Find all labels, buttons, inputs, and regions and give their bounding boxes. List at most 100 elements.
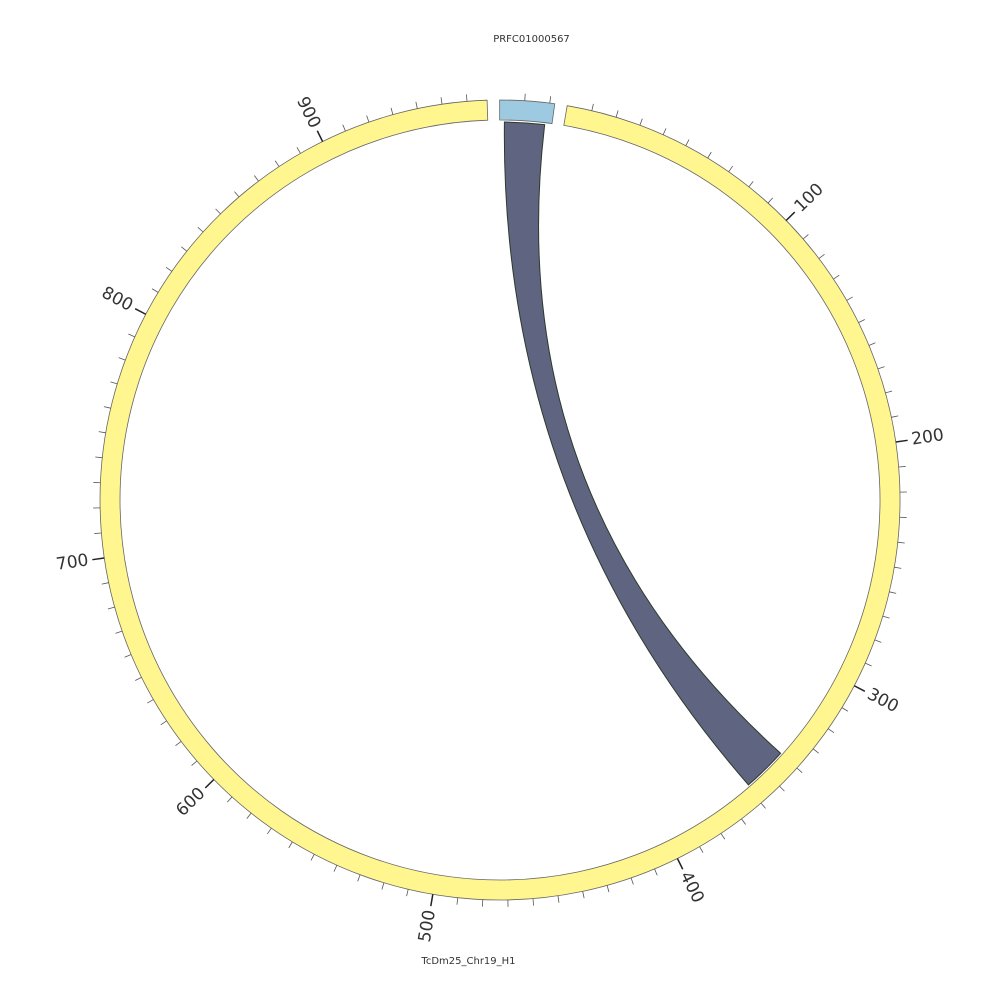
minor-tick xyxy=(894,567,901,568)
minor-tick xyxy=(708,152,712,158)
tick-label: 600 xyxy=(172,784,209,821)
minor-tick xyxy=(869,343,875,346)
minor-tick xyxy=(181,247,186,251)
minor-tick xyxy=(655,869,658,875)
minor-tick xyxy=(152,289,158,293)
minor-tick xyxy=(883,616,890,618)
minor-tick xyxy=(267,828,271,834)
minor-tick xyxy=(227,797,232,802)
minor-tick xyxy=(885,391,892,393)
tick-label: 200 xyxy=(910,425,945,449)
tick-label: 500 xyxy=(415,908,440,943)
minor-tick xyxy=(95,457,102,458)
minor-tick xyxy=(125,655,131,658)
tick-label: 100 xyxy=(791,179,828,216)
minor-tick xyxy=(161,721,167,725)
minor-tick xyxy=(102,583,109,584)
minor-tick xyxy=(558,896,559,903)
minor-tick xyxy=(592,104,594,111)
minor-tick xyxy=(176,741,182,745)
minor-tick xyxy=(416,102,417,109)
link-ribbon xyxy=(504,122,780,785)
minor-tick xyxy=(111,382,118,384)
minor-tick xyxy=(382,883,384,890)
minor-tick xyxy=(533,899,534,906)
tick-label: 900 xyxy=(292,94,324,132)
segment-label: TcDm25_Chr19_H1 xyxy=(420,956,515,967)
major-tick xyxy=(677,859,682,870)
minor-tick xyxy=(616,111,618,118)
major-tick xyxy=(317,131,322,142)
minor-tick xyxy=(247,813,251,818)
minor-tick xyxy=(761,803,766,808)
minor-tick xyxy=(819,254,825,258)
minor-tick xyxy=(466,94,467,101)
minor-tick xyxy=(889,592,896,594)
minor-tick xyxy=(289,842,293,848)
minor-tick xyxy=(768,198,773,203)
minor-tick xyxy=(828,729,834,733)
minor-tick xyxy=(640,119,642,126)
minor-tick xyxy=(721,833,725,839)
minor-tick xyxy=(367,115,369,122)
minor-tick xyxy=(741,819,745,825)
major-tick xyxy=(854,686,865,692)
major-tick xyxy=(786,212,795,220)
minor-tick xyxy=(234,192,239,197)
minor-tick xyxy=(686,140,689,146)
minor-tick xyxy=(358,875,360,882)
minor-tick xyxy=(842,708,848,712)
major-tick xyxy=(431,894,433,906)
minor-tick xyxy=(334,865,337,871)
minor-tick xyxy=(391,108,393,115)
segment-arc xyxy=(500,100,555,124)
minor-tick xyxy=(631,878,633,885)
minor-tick xyxy=(875,640,882,642)
major-tick xyxy=(92,558,104,560)
major-tick xyxy=(205,780,214,788)
minor-tick xyxy=(115,631,122,633)
minor-tick xyxy=(275,161,279,167)
minor-tick xyxy=(343,125,346,131)
minor-tick xyxy=(813,749,818,753)
minor-tick xyxy=(135,677,141,680)
segment-arc xyxy=(100,100,900,900)
minor-tick xyxy=(729,166,733,172)
minor-tick xyxy=(147,700,153,703)
minor-tick xyxy=(407,889,409,896)
minor-tick xyxy=(457,898,458,905)
minor-tick xyxy=(878,367,885,369)
minor-tick xyxy=(749,181,753,186)
segment-label: PRFC01000567 xyxy=(493,34,570,45)
minor-tick xyxy=(441,97,442,104)
tick-label: 800 xyxy=(98,283,136,316)
minor-tick xyxy=(216,209,221,214)
minor-tick xyxy=(198,227,203,232)
minor-tick xyxy=(94,533,101,534)
minor-tick xyxy=(663,128,666,134)
minor-tick xyxy=(192,761,197,766)
minor-tick xyxy=(780,786,785,791)
minor-tick xyxy=(311,854,314,860)
minor-tick xyxy=(847,297,853,300)
minor-tick xyxy=(583,891,584,898)
minor-tick xyxy=(797,768,802,773)
minor-tick xyxy=(119,358,126,360)
minor-tick xyxy=(859,319,865,322)
minor-tick xyxy=(803,234,808,239)
minor-tick xyxy=(104,407,111,409)
major-tick xyxy=(135,309,146,315)
minor-tick xyxy=(891,416,898,417)
minor-tick xyxy=(254,176,258,182)
minor-tick xyxy=(99,432,106,433)
minor-tick xyxy=(898,542,905,543)
minor-tick xyxy=(899,466,906,467)
minor-tick xyxy=(865,663,871,666)
minor-tick xyxy=(550,96,551,103)
minor-tick xyxy=(833,275,839,279)
minor-tick xyxy=(607,885,609,892)
minor-tick xyxy=(297,147,300,153)
tick-label: 300 xyxy=(864,684,902,717)
tick-label: 700 xyxy=(55,550,90,574)
